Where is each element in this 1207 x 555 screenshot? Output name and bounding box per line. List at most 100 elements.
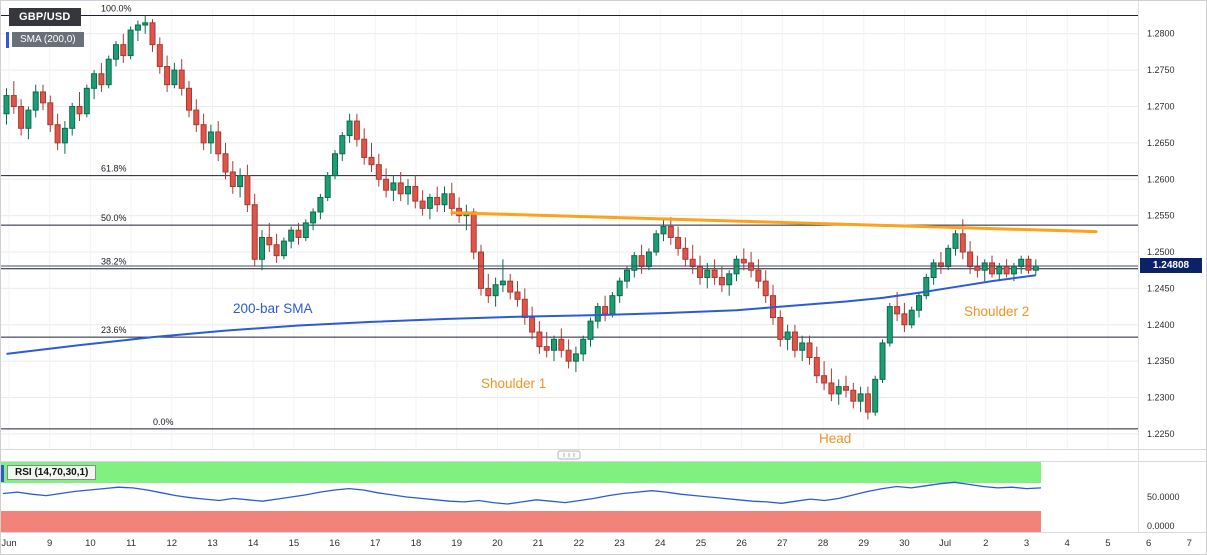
candle bbox=[353, 113, 360, 147]
x-axis-label: 21 bbox=[533, 538, 544, 549]
candle bbox=[448, 182, 455, 216]
candle-body bbox=[383, 178, 390, 191]
candle bbox=[259, 230, 265, 271]
fib-label: 38.2% bbox=[101, 257, 127, 267]
candle-body bbox=[755, 269, 762, 282]
x-axis-label: 6 bbox=[1146, 538, 1151, 549]
rsi-axis-label: 50.0000 bbox=[1147, 492, 1180, 502]
candle-body bbox=[1010, 266, 1017, 275]
y-axis-label: 1.2750 bbox=[1147, 65, 1175, 75]
candle-body bbox=[419, 200, 426, 209]
candle-body bbox=[273, 244, 280, 257]
candle-body bbox=[76, 105, 83, 115]
candle bbox=[120, 33, 127, 63]
candle bbox=[1025, 255, 1032, 274]
candle bbox=[959, 219, 966, 260]
candle-body bbox=[259, 236, 265, 260]
candle-body bbox=[507, 280, 514, 293]
candle-body bbox=[207, 131, 214, 144]
x-axis-label: 5 bbox=[1105, 538, 1110, 549]
x-axis-label: 14 bbox=[248, 538, 259, 549]
candle bbox=[193, 99, 200, 132]
y-axis-label: 1.2650 bbox=[1147, 138, 1175, 148]
candle bbox=[514, 281, 521, 307]
candle bbox=[3, 88, 10, 125]
x-axis-label: Jun bbox=[1, 538, 16, 549]
candle bbox=[850, 382, 857, 409]
candle-body bbox=[645, 251, 652, 268]
candle-body bbox=[821, 375, 828, 384]
candle bbox=[273, 233, 280, 263]
candle-body bbox=[251, 204, 258, 260]
candle-body bbox=[828, 382, 835, 395]
candle bbox=[288, 226, 295, 249]
candle-body bbox=[580, 338, 587, 355]
candle bbox=[974, 255, 981, 278]
x-axis-label: 30 bbox=[899, 538, 910, 549]
candle-body bbox=[514, 291, 521, 300]
candle-body bbox=[91, 73, 98, 89]
candle-body bbox=[54, 124, 61, 144]
candle bbox=[54, 113, 61, 151]
panel-resize-handle[interactable] bbox=[557, 450, 581, 460]
candle-body bbox=[930, 262, 937, 278]
candle bbox=[675, 226, 682, 256]
candle-body bbox=[142, 22, 149, 26]
candle-body bbox=[149, 22, 156, 46]
candle-body bbox=[543, 346, 550, 351]
candle bbox=[689, 244, 696, 274]
y-axis-label: 1.2600 bbox=[1147, 174, 1175, 184]
candle-body bbox=[572, 353, 579, 362]
candle bbox=[302, 219, 309, 242]
candle bbox=[113, 41, 119, 67]
candle bbox=[463, 204, 470, 231]
candle-body bbox=[937, 262, 944, 268]
x-axis-label: Jul bbox=[939, 538, 951, 549]
candle-body bbox=[697, 266, 703, 278]
neckline-trendline bbox=[450, 211, 1098, 234]
candle bbox=[857, 386, 864, 413]
candle-body bbox=[959, 233, 966, 253]
x-axis-label: 2 bbox=[983, 538, 988, 549]
candle bbox=[952, 230, 959, 256]
candle-body bbox=[113, 44, 119, 60]
candle-body bbox=[127, 29, 134, 57]
candle-body bbox=[996, 266, 1003, 275]
candle-body bbox=[61, 127, 68, 144]
rsi-overbought-band bbox=[1, 462, 1041, 483]
candle bbox=[908, 306, 915, 329]
candle bbox=[967, 241, 974, 274]
candle bbox=[711, 259, 718, 285]
candle-body bbox=[390, 182, 397, 191]
candle bbox=[324, 171, 331, 202]
candle-body bbox=[864, 393, 871, 413]
candle bbox=[244, 164, 251, 212]
candle bbox=[346, 113, 353, 143]
candle bbox=[405, 179, 411, 205]
sma-indicator-badge[interactable]: SMA (200,0) bbox=[12, 32, 84, 47]
candle-body bbox=[602, 306, 609, 315]
x-axis-label: 9 bbox=[47, 538, 52, 549]
x-axis-label: 29 bbox=[858, 538, 869, 549]
candle-body bbox=[901, 313, 908, 326]
candle-body bbox=[229, 171, 236, 188]
fib-label: 23.6% bbox=[101, 325, 127, 335]
candle-body bbox=[558, 338, 565, 351]
candle bbox=[91, 70, 98, 100]
candle-body bbox=[551, 338, 557, 351]
candle bbox=[164, 55, 171, 92]
candle-body bbox=[193, 109, 200, 126]
rsi-indicator-badge[interactable]: RSI (14,70,30,1) bbox=[7, 465, 97, 480]
candle-body bbox=[397, 182, 404, 195]
x-axis-label: 20 bbox=[492, 538, 503, 549]
candle bbox=[1003, 259, 1010, 278]
candle-body bbox=[740, 258, 747, 264]
candle bbox=[383, 168, 390, 198]
candle-body bbox=[850, 389, 857, 402]
candle bbox=[266, 222, 273, 253]
candle-body bbox=[215, 131, 222, 155]
candle bbox=[916, 292, 922, 318]
candle bbox=[295, 222, 302, 245]
candle bbox=[602, 295, 609, 322]
